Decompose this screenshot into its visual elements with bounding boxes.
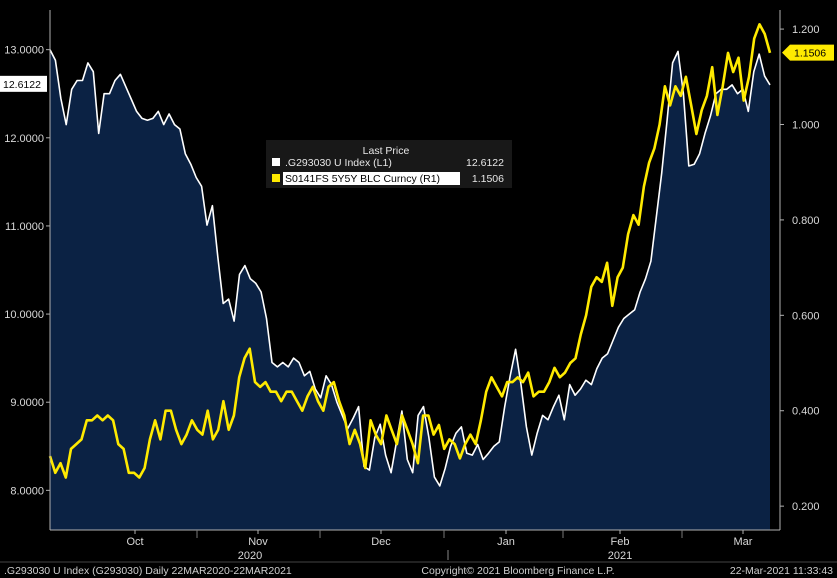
x-year-label: 2021 bbox=[608, 550, 632, 562]
legend-label-highlight bbox=[283, 172, 460, 185]
x-tick-label: Nov bbox=[248, 536, 268, 548]
line-layer bbox=[48, 22, 772, 487]
left-last-value-tag: 12.6122 bbox=[0, 75, 47, 92]
left-axis-ticks: 13.0000 12.0000 11.0000 10.0000 9.0000 8.0000 bbox=[4, 45, 50, 497]
left-tag-text: 12.6122 bbox=[3, 79, 41, 91]
x-tick-label: Feb bbox=[611, 536, 630, 548]
x-tick-label: Dec bbox=[371, 536, 391, 548]
legend-swatch-l1 bbox=[272, 158, 280, 166]
footer-center: Copyright© 2021 Bloomberg Finance L.P. bbox=[421, 565, 614, 577]
legend-title: Last Price bbox=[363, 145, 410, 157]
right-tag-box bbox=[782, 44, 834, 61]
right-tick-label: 0.800 bbox=[792, 215, 820, 227]
series-line-1 bbox=[48, 22, 772, 479]
legend-swatch-r1 bbox=[272, 174, 280, 182]
left-tick-label: 8.0000 bbox=[10, 485, 44, 497]
right-axis-ticks: 1.200 1.000 0.800 0.600 0.400 0.200 bbox=[780, 24, 820, 513]
right-tick-label: 0.600 bbox=[792, 310, 820, 322]
last-value-tags: 12.6122 1.1506 bbox=[0, 44, 834, 92]
right-last-value-tag: 1.1506 bbox=[782, 44, 834, 61]
left-tick-label: 9.0000 bbox=[10, 397, 44, 409]
x-tick-label: Jan bbox=[497, 536, 515, 548]
right-tick-label: 1.200 bbox=[792, 24, 820, 36]
left-tick-label: 11.0000 bbox=[5, 221, 44, 233]
x-tick-label: Mar bbox=[734, 536, 753, 548]
area-layer bbox=[50, 49, 770, 530]
series-area-0 bbox=[50, 49, 770, 530]
right-tick-label: 0.200 bbox=[792, 501, 820, 513]
x-axis-ticks: Oct Nov Dec Jan Feb Mar 2020 2021 bbox=[126, 530, 753, 562]
right-tag-text: 1.1506 bbox=[794, 48, 826, 60]
series-line-0 bbox=[49, 49, 771, 487]
left-tag-box bbox=[0, 75, 47, 92]
right-tick-label: 1.000 bbox=[792, 119, 820, 131]
left-tick-label: 10.0000 bbox=[4, 309, 44, 321]
right-tick-label: 0.400 bbox=[792, 406, 820, 418]
footer-left: .G293030 U Index (G293030) Daily 22MAR20… bbox=[4, 565, 292, 577]
legend-value-l1: 12.6122 bbox=[466, 157, 504, 169]
left-tick-label: 12.0000 bbox=[4, 133, 44, 145]
x-year-label: 2020 bbox=[238, 550, 262, 562]
legend: Last Price .G293030 U Index (L1) 12.6122… bbox=[266, 140, 512, 188]
legend-label-r1: S0141FS 5Y5Y BLC Curncy (R1) bbox=[285, 173, 440, 185]
x-tick-label: Oct bbox=[126, 536, 143, 548]
legend-label-l1: .G293030 U Index (L1) bbox=[285, 157, 392, 169]
legend-value-r1: 1.1506 bbox=[472, 173, 504, 185]
footer-right: 22-Mar-2021 11:33:43 bbox=[730, 565, 833, 577]
left-tick-label: 13.0000 bbox=[4, 45, 44, 57]
